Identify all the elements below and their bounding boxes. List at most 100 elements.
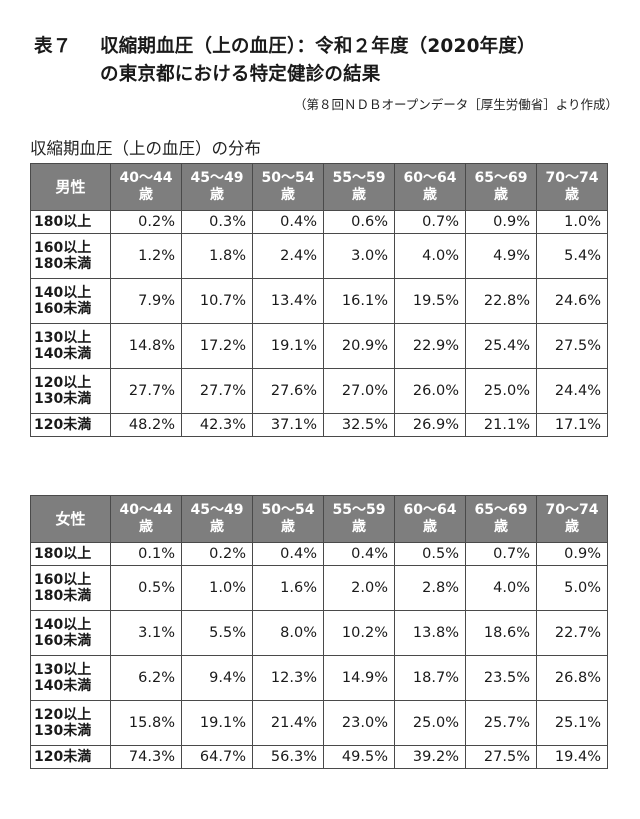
bp-range-label-line: 180以上 <box>34 546 92 562</box>
age-suffix: 歳 <box>139 187 153 203</box>
age-suffix: 歳 <box>210 187 224 203</box>
percentage-cell: 2.4% <box>252 233 324 279</box>
percentage-cell: 3.1% <box>110 610 182 656</box>
percentage-cell: 21.4% <box>252 700 324 746</box>
bp-range-label: 120以上 130未満 <box>30 700 111 746</box>
bp-range-label-line: 160以上 <box>34 240 92 256</box>
percentage-cell: 0.9% <box>465 210 537 234</box>
percentage-cell: 13.4% <box>252 278 324 324</box>
bp-range-label: 180以上 <box>30 542 111 566</box>
bp-range-label-line: 140以上 <box>34 617 92 633</box>
percentage-cell: 19.1% <box>252 323 324 369</box>
age-range: 55～59 <box>332 502 386 518</box>
age-range: 55～59 <box>332 170 386 186</box>
percentage-cell: 64.7% <box>181 745 253 769</box>
table-row: 120未満 48.2% 42.3% 37.1% 32.5% 26.9% 21.1% 17.1% <box>30 413 608 437</box>
bp-range-label: 120未満 <box>30 413 111 437</box>
percentage-cell: 14.9% <box>323 655 395 701</box>
percentage-cell: 19.4% <box>536 745 608 769</box>
percentage-cell: 25.0% <box>394 700 466 746</box>
age-range: 70～74 <box>545 170 599 186</box>
table-row: 160以上 180未満 1.2% 1.8% 2.4% 3.0% 4.0% 4.9% 5.4% <box>30 233 608 279</box>
percentage-cell: 27.5% <box>536 323 608 369</box>
percentage-cell: 21.1% <box>465 413 537 437</box>
percentage-cell: 10.2% <box>323 610 395 656</box>
bp-range-label: 130以上 140未満 <box>30 655 111 701</box>
age-group-header: 40～44 歳 <box>110 495 182 543</box>
percentage-cell: 0.7% <box>465 542 537 566</box>
percentage-cell: 22.8% <box>465 278 537 324</box>
percentage-cell: 23.5% <box>465 655 537 701</box>
age-range: 45～49 <box>190 502 244 518</box>
percentage-cell: 42.3% <box>181 413 253 437</box>
age-suffix: 歳 <box>281 187 295 203</box>
percentage-cell: 26.0% <box>394 368 466 414</box>
percentage-cell: 13.8% <box>394 610 466 656</box>
table-row: 130以上 140未満 6.2% 9.4% 12.3% 14.9% 18.7% 23.5% 26… <box>30 655 608 701</box>
percentage-cell: 25.7% <box>465 700 537 746</box>
percentage-cell: 5.5% <box>181 610 253 656</box>
percentage-cell: 39.2% <box>394 745 466 769</box>
percentage-cell: 9.4% <box>181 655 253 701</box>
percentage-cell: 1.0% <box>536 210 608 234</box>
header-row: 男性 40～44 歳 45～49 歳 50～54 歳 55～59 歳 60～64 歳 65～69 歳 70… <box>30 163 608 211</box>
age-suffix: 歳 <box>352 519 366 535</box>
age-suffix: 歳 <box>494 187 508 203</box>
sex-label: 女性 <box>30 495 111 543</box>
percentage-cell: 8.0% <box>252 610 324 656</box>
percentage-cell: 23.0% <box>323 700 395 746</box>
percentage-cell: 7.9% <box>110 278 182 324</box>
table-row: 120未満 74.3% 64.7% 56.3% 49.5% 39.2% 27.5% 19.4% <box>30 745 608 769</box>
age-group-header: 70～74 歳 <box>536 163 608 211</box>
header-row: 女性 40～44 歳 45～49 歳 50～54 歳 55～59 歳 60～64 歳 65～69 歳 70… <box>30 495 608 543</box>
age-range: 65～69 <box>474 170 528 186</box>
bp-range-label-line: 160以上 <box>34 572 92 588</box>
percentage-cell: 27.7% <box>110 368 182 414</box>
percentage-cell: 25.4% <box>465 323 537 369</box>
table-subtitle: 収縮期血圧（上の血圧）の分布 <box>30 139 261 158</box>
bp-range-label-line: 130未満 <box>34 391 92 407</box>
percentage-cell: 5.0% <box>536 565 608 611</box>
age-suffix: 歳 <box>423 519 437 535</box>
age-range: 70～74 <box>545 502 599 518</box>
table-row: 180以上 0.1% 0.2% 0.4% 0.4% 0.5% 0.7% 0.9% <box>30 542 608 566</box>
percentage-cell: 15.8% <box>110 700 182 746</box>
age-suffix: 歳 <box>423 187 437 203</box>
percentage-cell: 17.1% <box>536 413 608 437</box>
percentage-cell: 27.7% <box>181 368 253 414</box>
age-range: 65～69 <box>474 502 528 518</box>
age-suffix: 歳 <box>281 519 295 535</box>
age-range: 60～64 <box>403 170 457 186</box>
percentage-cell: 12.3% <box>252 655 324 701</box>
percentage-cell: 6.2% <box>110 655 182 701</box>
age-group-header: 40～44 歳 <box>110 163 182 211</box>
bp-range-label-line: 140以上 <box>34 285 92 301</box>
age-group-header: 65～69 歳 <box>465 163 537 211</box>
percentage-cell: 24.4% <box>536 368 608 414</box>
age-range: 40～44 <box>119 170 173 186</box>
percentage-cell: 3.0% <box>323 233 395 279</box>
bp-range-label-line: 120未満 <box>34 749 92 765</box>
bp-range-label-line: 130以上 <box>34 662 92 678</box>
age-range: 45～49 <box>190 170 244 186</box>
table-row: 140以上 160未満 7.9% 10.7% 13.4% 16.1% 19.5% 22.8% 2… <box>30 278 608 324</box>
percentage-cell: 19.5% <box>394 278 466 324</box>
age-group-header: 60～64 歳 <box>394 495 466 543</box>
age-suffix: 歳 <box>352 187 366 203</box>
percentage-cell: 20.9% <box>323 323 395 369</box>
bp-range-label: 160以上 180未満 <box>30 565 111 611</box>
table-row: 130以上 140未満 14.8% 17.2% 19.1% 20.9% 22.9% 25.4%… <box>30 323 608 369</box>
age-suffix: 歳 <box>565 187 579 203</box>
bp-range-label-line: 120未満 <box>34 417 92 433</box>
percentage-cell: 0.5% <box>110 565 182 611</box>
bp-range-label-line: 180未満 <box>34 588 92 604</box>
bp-range-label-line: 130未満 <box>34 723 92 739</box>
percentage-cell: 2.0% <box>323 565 395 611</box>
age-suffix: 歳 <box>139 519 153 535</box>
percentage-cell: 22.7% <box>536 610 608 656</box>
bp-range-label: 120未満 <box>30 745 111 769</box>
percentage-cell: 1.6% <box>252 565 324 611</box>
percentage-cell: 4.0% <box>394 233 466 279</box>
age-group-header: 55～59 歳 <box>323 163 395 211</box>
age-group-header: 50～54 歳 <box>252 163 324 211</box>
